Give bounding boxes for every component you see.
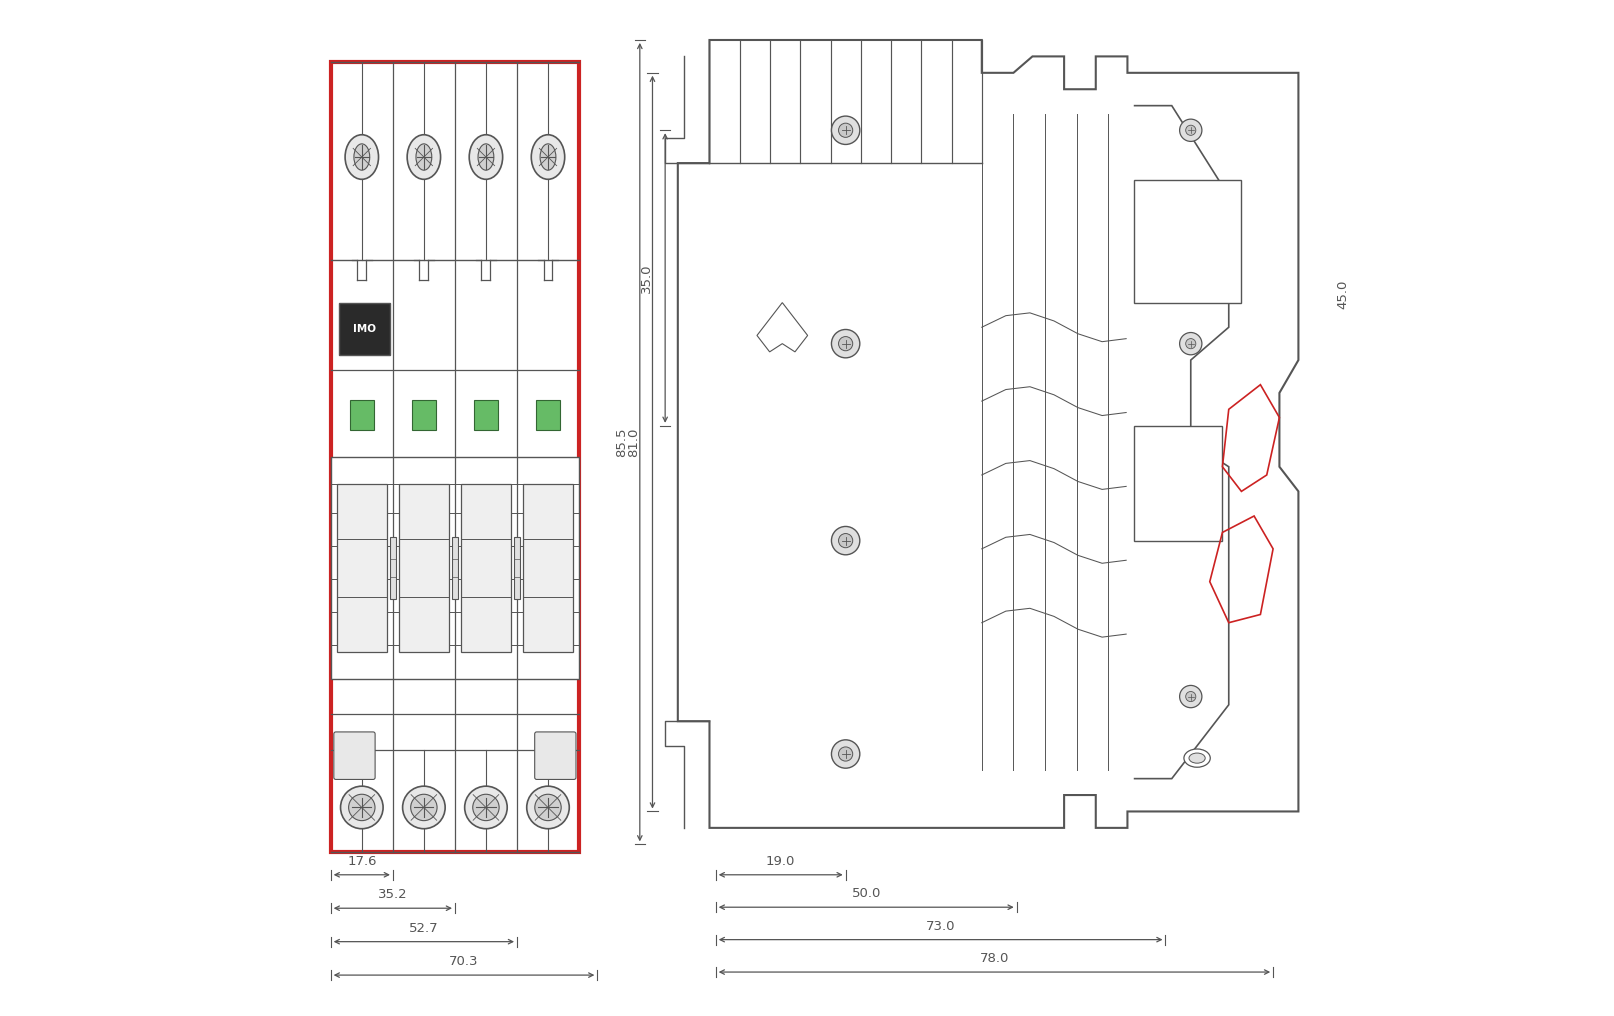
Ellipse shape <box>541 144 555 171</box>
Ellipse shape <box>345 135 379 179</box>
Text: 81.0: 81.0 <box>628 428 641 457</box>
Text: IMO: IMO <box>353 324 376 334</box>
Circle shape <box>473 795 499 821</box>
Circle shape <box>349 795 374 821</box>
Bar <box>1133 180 1241 303</box>
Polygon shape <box>757 303 807 352</box>
Text: 70.3: 70.3 <box>449 955 479 968</box>
Polygon shape <box>678 40 1298 828</box>
Circle shape <box>402 786 445 829</box>
Bar <box>1133 426 1222 541</box>
Bar <box>462 484 510 652</box>
Circle shape <box>1186 125 1196 135</box>
Text: 52.7: 52.7 <box>408 922 439 935</box>
Ellipse shape <box>353 144 370 171</box>
Text: 45.0: 45.0 <box>1336 279 1349 309</box>
Bar <box>523 484 573 652</box>
Ellipse shape <box>470 135 502 179</box>
Circle shape <box>1180 332 1202 355</box>
Bar <box>412 399 436 430</box>
Bar <box>389 537 395 599</box>
Ellipse shape <box>1185 749 1210 767</box>
Bar <box>331 457 579 679</box>
FancyBboxPatch shape <box>534 732 576 779</box>
Ellipse shape <box>416 144 433 171</box>
Text: 85.5: 85.5 <box>615 428 628 457</box>
Circle shape <box>526 786 570 829</box>
Circle shape <box>410 795 437 821</box>
Bar <box>399 484 449 652</box>
Circle shape <box>1186 338 1196 348</box>
Bar <box>513 537 520 599</box>
Circle shape <box>839 533 852 548</box>
Circle shape <box>1180 686 1202 708</box>
Circle shape <box>1180 119 1202 141</box>
Circle shape <box>1186 692 1196 702</box>
Text: 19.0: 19.0 <box>767 854 796 868</box>
Text: 50.0: 50.0 <box>852 887 881 900</box>
Text: 35.0: 35.0 <box>641 263 654 293</box>
Circle shape <box>839 123 852 137</box>
Bar <box>350 399 373 430</box>
Circle shape <box>534 795 562 821</box>
Circle shape <box>831 740 860 768</box>
Ellipse shape <box>1190 753 1206 763</box>
Text: 35.2: 35.2 <box>378 888 408 901</box>
Ellipse shape <box>478 144 494 171</box>
Bar <box>331 62 579 852</box>
Ellipse shape <box>407 135 441 179</box>
Circle shape <box>465 786 507 829</box>
Bar <box>337 484 387 652</box>
Text: 17.6: 17.6 <box>347 854 376 868</box>
Circle shape <box>839 747 852 761</box>
Bar <box>339 303 389 355</box>
Bar <box>536 399 560 430</box>
Circle shape <box>831 116 860 144</box>
Circle shape <box>831 526 860 555</box>
Bar <box>452 537 458 599</box>
Circle shape <box>839 336 852 351</box>
Text: 73.0: 73.0 <box>926 919 955 933</box>
Bar <box>475 399 497 430</box>
Text: 78.0: 78.0 <box>980 952 1009 965</box>
Circle shape <box>341 786 383 829</box>
FancyBboxPatch shape <box>334 732 374 779</box>
Ellipse shape <box>531 135 565 179</box>
Circle shape <box>831 329 860 358</box>
